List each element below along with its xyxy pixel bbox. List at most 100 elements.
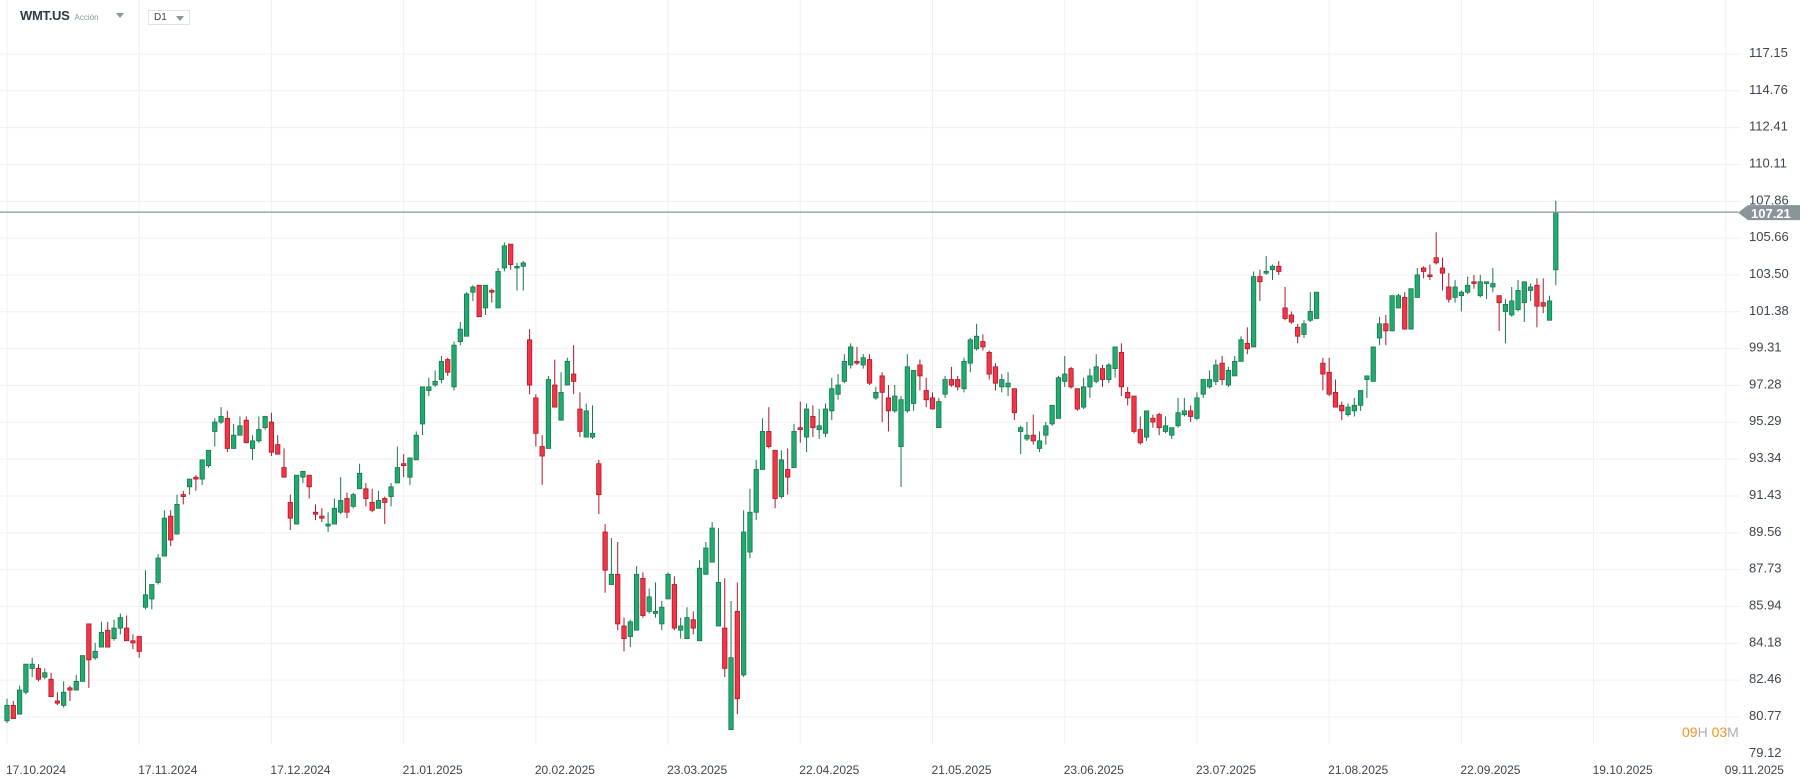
candle-up	[829, 377, 835, 421]
price-axis-label: 99.31	[1749, 340, 1782, 355]
candle-up	[482, 284, 489, 315]
date-axis-label: 21.08.2025	[1328, 763, 1388, 777]
candle-body	[1131, 395, 1137, 432]
candle-body	[621, 625, 627, 640]
candle-body	[615, 573, 621, 625]
candle-body	[375, 500, 382, 509]
price-axis-label: 114.76	[1749, 82, 1788, 97]
candle-up	[1301, 320, 1307, 339]
candle-up	[388, 482, 394, 507]
candle-down	[1244, 327, 1250, 355]
candle-down	[1150, 414, 1156, 428]
candle-up	[1553, 200, 1559, 286]
candle-up	[111, 619, 117, 641]
price-axis-label: 89.56	[1749, 524, 1782, 539]
candle-body	[445, 359, 451, 373]
candle-down	[879, 372, 885, 423]
candle-down	[552, 359, 558, 408]
candle-body	[1137, 429, 1143, 444]
candle-body	[1200, 379, 1206, 395]
candle-body	[892, 395, 898, 412]
candle-down	[363, 482, 369, 507]
candle-body	[1320, 362, 1326, 375]
candle-body	[105, 629, 111, 648]
instrument-selector[interactable]: WMT.US Acción	[20, 8, 124, 23]
candle-up	[1458, 290, 1464, 312]
candle-up	[803, 403, 810, 453]
candle-body	[678, 625, 684, 631]
candle-up	[1251, 271, 1257, 348]
candle-up	[1043, 422, 1049, 445]
candle-up	[747, 488, 753, 559]
candle-body	[1307, 311, 1313, 321]
candle-body	[715, 582, 722, 627]
chevron-down-icon[interactable]	[176, 16, 184, 21]
candle-up	[1225, 366, 1232, 387]
candle-body	[256, 429, 262, 442]
date-axis-label: 20.02.2025	[535, 763, 595, 777]
candle-body	[275, 444, 281, 455]
grid	[0, 0, 1740, 745]
candle-body	[608, 573, 615, 585]
candle-up	[841, 354, 847, 384]
candle-up	[237, 416, 243, 436]
candle-body	[319, 515, 325, 519]
candle-body	[986, 351, 992, 375]
candle-up	[1062, 355, 1068, 387]
candle-body	[835, 384, 841, 395]
candle-down	[1118, 343, 1124, 397]
candle-body	[627, 621, 633, 637]
candle-body	[1049, 404, 1055, 425]
candle-body	[1118, 351, 1124, 388]
candle-body	[747, 511, 753, 553]
candle-body	[1364, 375, 1370, 380]
chevron-down-icon[interactable]	[115, 13, 124, 18]
candle-body	[671, 584, 677, 629]
candle-body	[898, 399, 904, 447]
candle-body	[810, 416, 816, 429]
current-price-marker: 107.21	[0, 205, 1800, 221]
candle-down	[1339, 401, 1345, 421]
candle-body	[816, 425, 822, 430]
candle-down	[1125, 386, 1131, 406]
candle-body	[1282, 307, 1288, 319]
date-axis-label: 17.10.2024	[6, 763, 66, 777]
candle-body	[193, 476, 199, 480]
candle-body	[526, 339, 533, 386]
candle-up	[822, 403, 829, 438]
countdown-hours-unit: H	[1697, 724, 1708, 740]
candle-up	[1194, 392, 1200, 421]
candle-up	[558, 372, 564, 421]
candle-up	[1521, 281, 1527, 323]
price-axis-label: 82.46	[1749, 671, 1782, 686]
candle-body	[759, 431, 766, 470]
candle-body	[1156, 414, 1162, 429]
candle-up	[338, 477, 344, 515]
candle-body	[54, 700, 60, 704]
candle-body	[1188, 410, 1194, 417]
candle-up	[205, 449, 212, 468]
candle-down	[671, 576, 677, 631]
candle-up	[753, 459, 759, 521]
candle-down	[54, 692, 60, 706]
candle-down	[1099, 364, 1106, 387]
candle-down	[1320, 357, 1326, 391]
timeframe-select[interactable]: D1	[148, 10, 190, 25]
candle-body	[426, 386, 432, 391]
candle-body	[1175, 412, 1181, 427]
candle-body	[1471, 281, 1477, 284]
candle-up	[42, 668, 48, 680]
candle-up	[936, 397, 942, 429]
candle-body	[1257, 276, 1263, 283]
candle-up	[426, 377, 432, 397]
candle-down	[621, 617, 627, 652]
candle-down	[130, 634, 136, 650]
candle-down	[602, 524, 608, 593]
candle-down	[1471, 274, 1477, 289]
candle-body	[325, 523, 331, 527]
candle-up	[634, 566, 640, 631]
candle-down	[1288, 311, 1294, 324]
candle-down	[797, 401, 803, 443]
candle-down	[1257, 269, 1263, 301]
